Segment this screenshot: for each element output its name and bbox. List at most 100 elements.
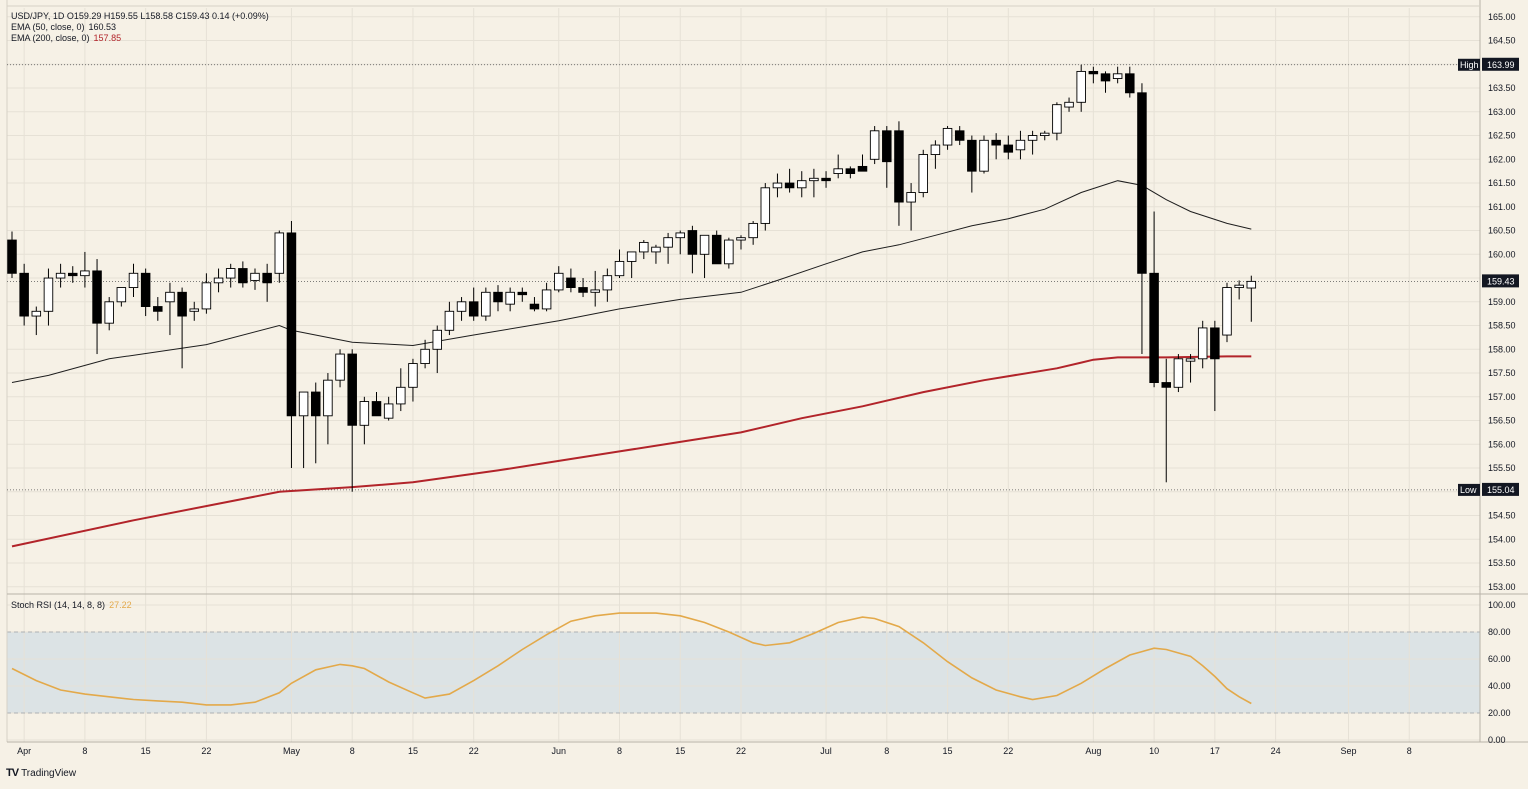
candle-body[interactable] xyxy=(894,130,904,203)
candle-body[interactable] xyxy=(31,310,42,317)
candle-body[interactable] xyxy=(748,222,758,239)
candle-body[interactable] xyxy=(493,291,503,303)
candle-body[interactable] xyxy=(1149,272,1159,383)
candle-body[interactable] xyxy=(104,301,114,324)
candle-body[interactable] xyxy=(845,168,856,175)
candle-body[interactable] xyxy=(80,270,90,277)
candle-body[interactable] xyxy=(359,401,370,426)
candle-body[interactable] xyxy=(1246,280,1257,289)
candle-body[interactable] xyxy=(529,303,540,310)
candle-body[interactable] xyxy=(347,353,357,426)
candle-body[interactable] xyxy=(1161,382,1171,388)
candle-body[interactable] xyxy=(92,270,102,324)
candle-body[interactable] xyxy=(371,401,382,417)
candle-body[interactable] xyxy=(833,168,843,175)
candle-body[interactable] xyxy=(420,348,430,364)
candle-body[interactable] xyxy=(930,144,941,156)
candle-body[interactable] xyxy=(311,391,321,417)
candle-body[interactable] xyxy=(1052,104,1062,134)
candle-body[interactable] xyxy=(7,239,17,274)
candle-body[interactable] xyxy=(432,329,443,350)
candle-body[interactable] xyxy=(566,277,576,288)
candle-body[interactable] xyxy=(1185,358,1196,362)
candle-body[interactable] xyxy=(517,291,528,296)
candle-body[interactable] xyxy=(1125,73,1135,94)
candle-body[interactable] xyxy=(906,192,916,203)
candle-body[interactable] xyxy=(554,272,564,291)
candle-body[interactable] xyxy=(760,187,771,224)
candle-body[interactable] xyxy=(651,246,661,253)
candle-body[interactable] xyxy=(954,130,965,141)
candle-body[interactable] xyxy=(590,289,600,293)
candle-body[interactable] xyxy=(116,287,127,303)
candle-body[interactable] xyxy=(225,268,236,279)
candle-body[interactable] xyxy=(1015,139,1026,151)
candle-body[interactable] xyxy=(578,287,588,293)
candle-body[interactable] xyxy=(456,301,467,312)
candle-body[interactable] xyxy=(663,237,673,248)
candle-body[interactable] xyxy=(213,277,224,284)
candle-body[interactable] xyxy=(383,403,394,419)
candle-body[interactable] xyxy=(335,353,345,381)
candle-body[interactable] xyxy=(1137,92,1147,274)
candle-body[interactable] xyxy=(1210,327,1220,360)
candle-body[interactable] xyxy=(967,139,977,172)
candle-body[interactable] xyxy=(979,139,989,172)
candle-body[interactable] xyxy=(857,165,868,172)
candle-body[interactable] xyxy=(1197,327,1208,360)
candle-body[interactable] xyxy=(639,241,649,253)
candle-body[interactable] xyxy=(238,268,248,284)
candle-body[interactable] xyxy=(675,232,686,239)
candle-body[interactable] xyxy=(541,289,552,310)
candle-body[interactable] xyxy=(699,234,710,255)
candle-body[interactable] xyxy=(882,130,892,163)
candle-body[interactable] xyxy=(67,272,78,277)
candle-body[interactable] xyxy=(1027,135,1038,141)
candle-body[interactable] xyxy=(809,177,819,182)
candle-body[interactable] xyxy=(55,272,66,279)
candle-body[interactable] xyxy=(626,251,637,262)
candle-body[interactable] xyxy=(1234,284,1244,288)
candle-body[interactable] xyxy=(614,260,625,277)
candle-body[interactable] xyxy=(128,272,139,288)
candle-body[interactable] xyxy=(298,391,309,417)
candle-body[interactable] xyxy=(1064,101,1074,108)
candle-body[interactable] xyxy=(1003,144,1014,153)
candle-body[interactable] xyxy=(1088,70,1099,75)
candle-body[interactable] xyxy=(165,291,175,303)
tradingview-branding[interactable]: TV TradingView xyxy=(6,767,76,779)
candle-body[interactable] xyxy=(724,239,734,265)
candle-body[interactable] xyxy=(274,232,285,274)
candle-body[interactable] xyxy=(711,234,722,265)
candle-body[interactable] xyxy=(602,275,613,291)
candle-body[interactable] xyxy=(408,363,418,388)
candle-body[interactable] xyxy=(323,379,333,417)
candle-body[interactable] xyxy=(942,127,953,146)
candle-body[interactable] xyxy=(736,237,746,241)
candle-body[interactable] xyxy=(918,154,929,194)
candle-body[interactable] xyxy=(177,291,187,317)
candle-body[interactable] xyxy=(189,308,199,312)
candle-body[interactable] xyxy=(869,130,880,160)
candle-body[interactable] xyxy=(991,139,1001,146)
candle-body[interactable] xyxy=(153,306,163,312)
candle-body[interactable] xyxy=(396,386,406,405)
candle-body[interactable] xyxy=(444,310,455,331)
candle-body[interactable] xyxy=(821,177,831,182)
candle-body[interactable] xyxy=(1173,358,1184,388)
candle-body[interactable] xyxy=(201,282,212,310)
candle-body[interactable] xyxy=(1039,132,1050,137)
candle-body[interactable] xyxy=(797,180,807,189)
candle-body[interactable] xyxy=(1222,287,1232,336)
candle-body[interactable] xyxy=(505,291,515,305)
candle-body[interactable] xyxy=(1100,73,1111,82)
candle-body[interactable] xyxy=(481,291,491,317)
candle-body[interactable] xyxy=(43,277,54,312)
candle-body[interactable] xyxy=(262,272,272,284)
candle-body[interactable] xyxy=(19,272,29,317)
candle-body[interactable] xyxy=(784,182,795,189)
candle-body[interactable] xyxy=(1112,73,1123,80)
candle-body[interactable] xyxy=(687,230,698,255)
candle-body[interactable] xyxy=(140,272,151,307)
